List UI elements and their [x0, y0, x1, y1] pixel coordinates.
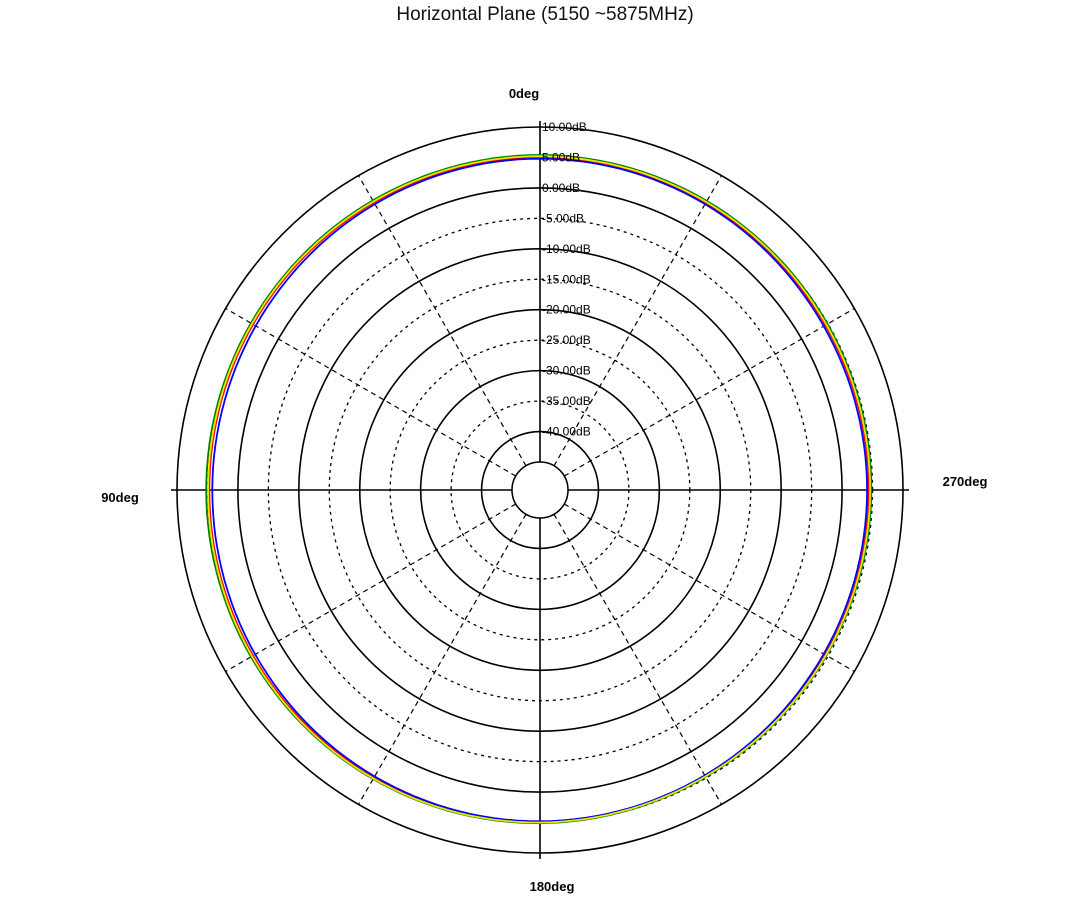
grid-spoke — [563, 503, 855, 673]
angle-label: 90deg — [101, 490, 139, 505]
chart-title: Horizontal Plane (5150 ~5875MHz) — [396, 4, 694, 25]
grid-spoke — [225, 503, 517, 673]
grid-spoke — [553, 513, 723, 805]
radial-tick-label: -5.00dB — [542, 211, 584, 225]
angle-label: 180deg — [530, 879, 575, 894]
radial-tick-label: -10.00dB — [542, 242, 591, 256]
series-trace-3 — [211, 157, 869, 823]
grid-center-circle — [511, 461, 569, 519]
grid-spoke — [553, 175, 723, 467]
grid-spoke — [357, 513, 527, 805]
radial-tick-label: -40.00dB — [542, 425, 591, 439]
radial-tick-label: 0.00dB — [542, 181, 580, 195]
radial-tick-label: -30.00dB — [542, 364, 591, 378]
grid-spoke — [357, 175, 527, 467]
grid-spoke — [225, 307, 517, 477]
radial-tick-label: 10.00dB — [542, 120, 587, 134]
radial-tick-label: 5.00dB — [542, 150, 580, 164]
radial-tick-label: -25.00dB — [542, 333, 591, 347]
radial-tick-label: -20.00dB — [542, 303, 591, 317]
grid-spoke — [563, 307, 855, 477]
radial-tick-label: -15.00dB — [542, 272, 591, 286]
polar-labels: 10.00dB 5.00dB 0.00dB -5.00dB -10.00dB -15.00… — [101, 86, 987, 894]
polar-grid — [171, 121, 909, 859]
polar-series — [205, 154, 873, 825]
angle-label: 0deg — [509, 86, 539, 101]
series-trace-4 — [207, 155, 872, 824]
radial-tick-label: -35.00dB — [542, 394, 591, 408]
angle-label: 270deg — [943, 474, 988, 489]
